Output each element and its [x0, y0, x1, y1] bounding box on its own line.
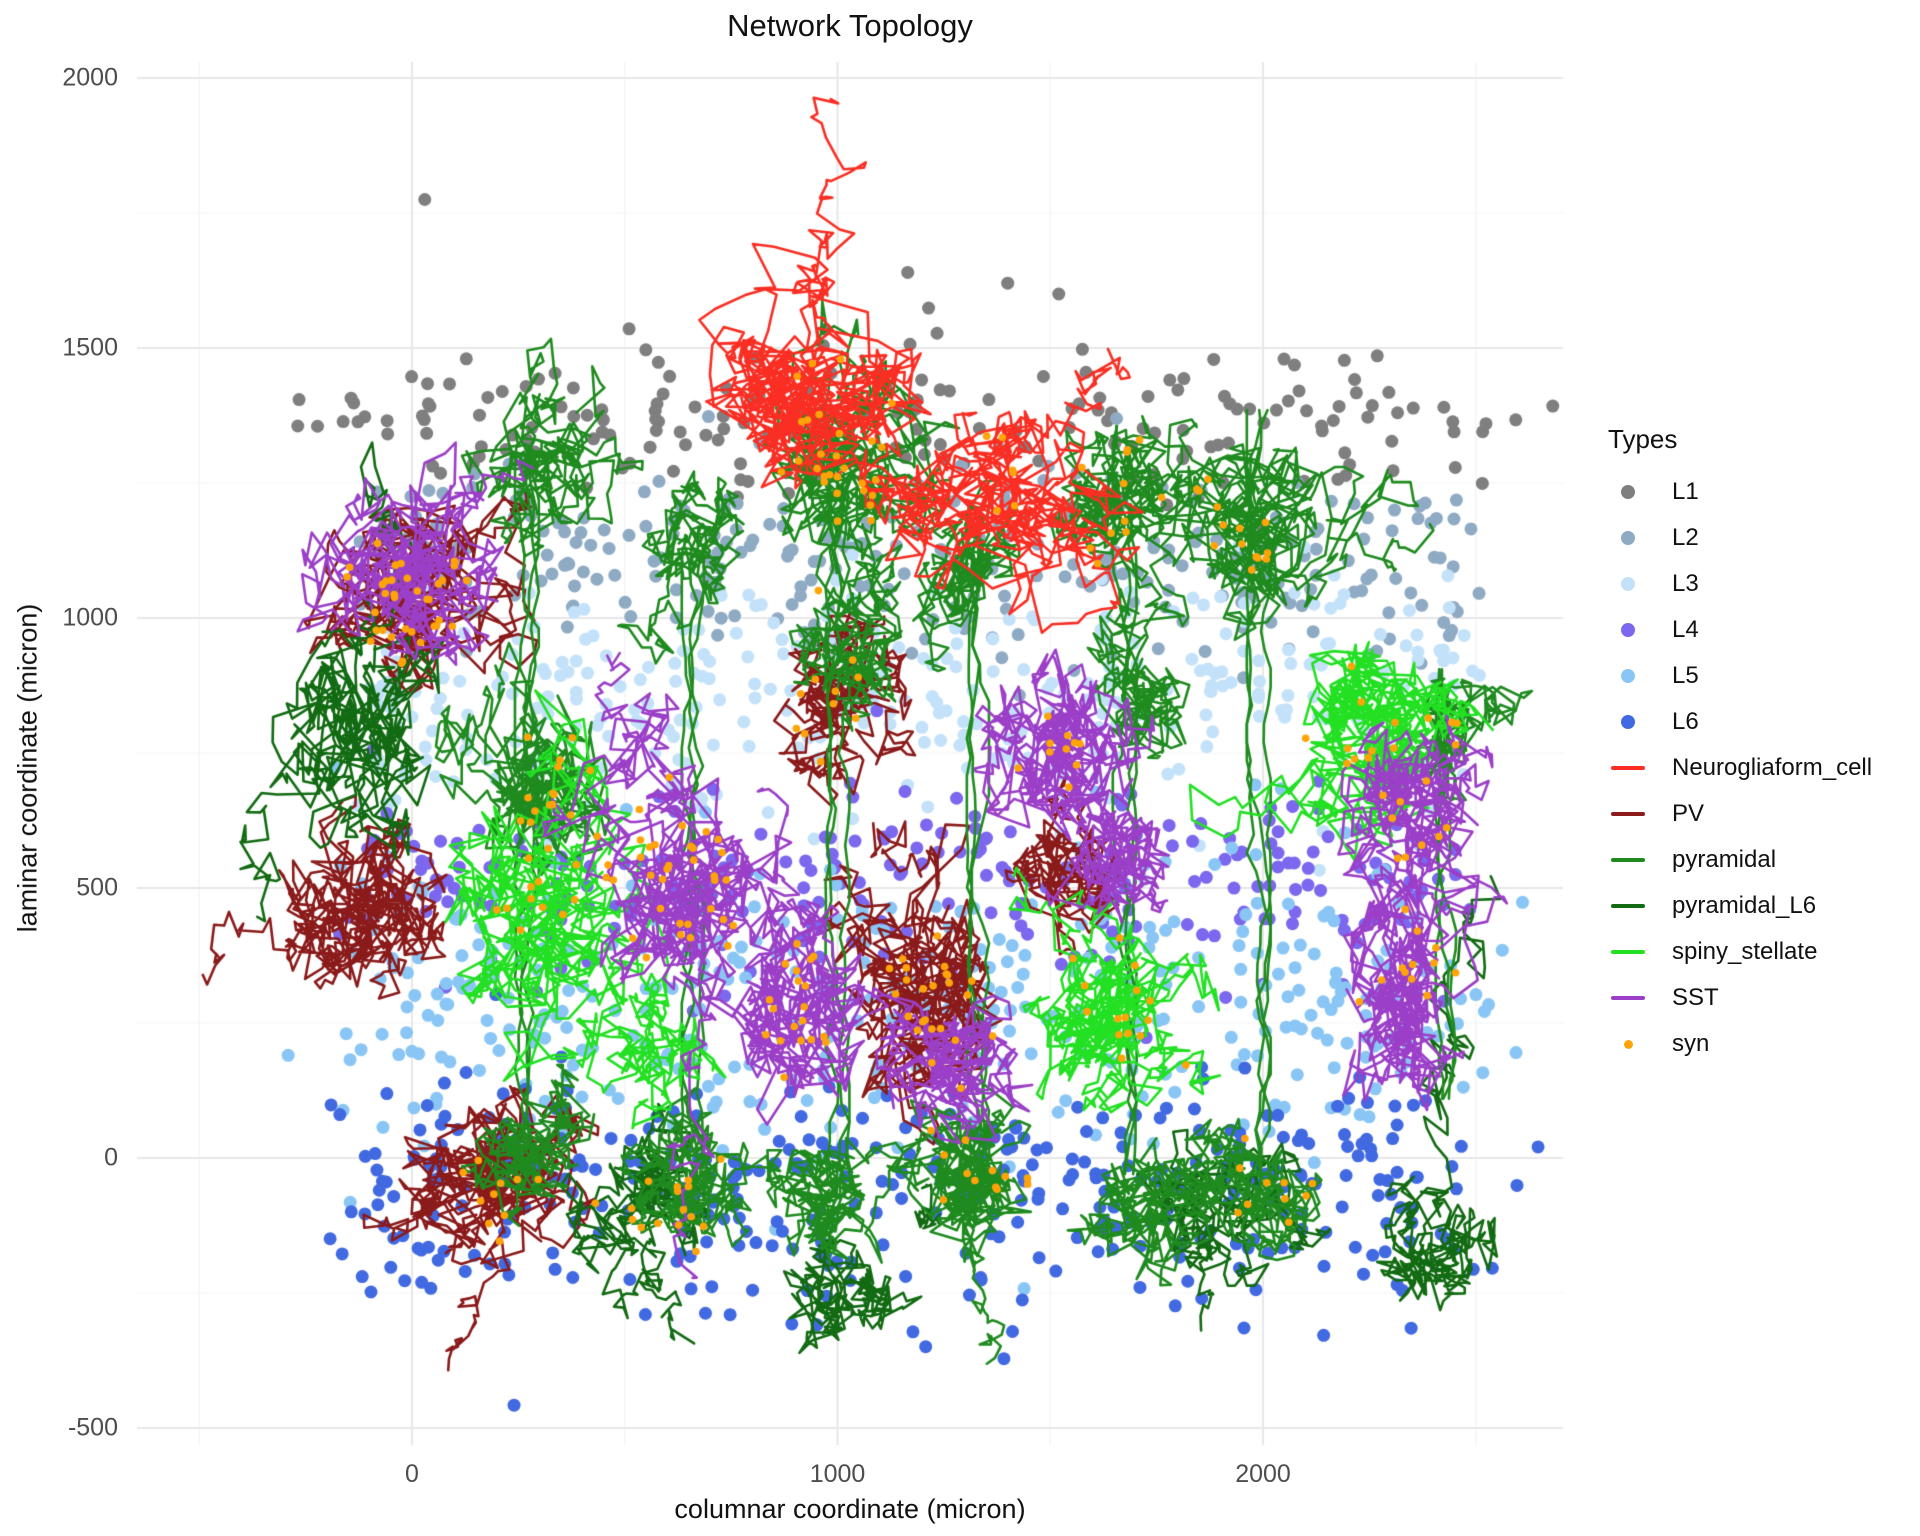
legend-item-L1: L1 — [1608, 469, 1872, 515]
legend-point-key-icon — [1608, 623, 1648, 637]
legend-key-dot — [1621, 669, 1635, 683]
legend-label: L2 — [1672, 524, 1699, 551]
legend-label: syn — [1672, 1030, 1710, 1057]
legend-point-key-icon — [1608, 531, 1648, 545]
legend-point-key-icon — [1608, 1039, 1648, 1049]
legend-key-dot — [1621, 577, 1635, 591]
legend-key-line — [1611, 858, 1645, 862]
y-tick-label: 500 — [76, 873, 118, 902]
legend-line-key-icon — [1608, 904, 1648, 908]
legend-item-pyramidal: pyramidal — [1608, 837, 1872, 883]
legend-label: L3 — [1672, 570, 1699, 597]
legend-key-dot — [1621, 531, 1635, 545]
legend-item-pyramidal_L6: pyramidal_L6 — [1608, 883, 1872, 929]
x-tick-label: 2000 — [1235, 1460, 1291, 1488]
legend-item-L6: L6 — [1608, 699, 1872, 745]
legend-label: spiny_stellate — [1672, 938, 1818, 965]
x-tick-label: 0 — [405, 1460, 419, 1488]
legend-label: L4 — [1672, 616, 1699, 643]
legend-point-key-icon — [1608, 669, 1648, 683]
legend-label: L5 — [1672, 662, 1699, 689]
legend-title: Types — [1608, 424, 1678, 454]
y-tick-label: -500 — [67, 1413, 118, 1442]
legend-line-key-icon — [1608, 996, 1648, 1000]
legend-key-dot — [1621, 485, 1635, 499]
legend-line-key-icon — [1608, 812, 1648, 816]
legend-item-syn: syn — [1608, 1021, 1872, 1067]
legend-label: L1 — [1672, 478, 1699, 505]
legend-key-line — [1611, 904, 1645, 908]
legend-item-L4: L4 — [1608, 607, 1872, 653]
y-tick-label: 1500 — [62, 333, 118, 362]
y-tick-label: 2000 — [62, 63, 118, 92]
x-tick-label: 1000 — [809, 1460, 866, 1488]
legend-item-L3: L3 — [1608, 561, 1872, 607]
legend-item-PV: PV — [1608, 791, 1872, 837]
legend-point-key-icon — [1608, 577, 1648, 591]
legend-line-key-icon — [1608, 950, 1648, 954]
legend-label: pyramidal — [1672, 846, 1777, 873]
x-axis-label: columnar coordinate (micron) — [674, 1494, 1026, 1524]
legend-label: PV — [1672, 800, 1705, 827]
legend-point-key-icon — [1608, 715, 1648, 729]
legend-key-dot — [1621, 623, 1635, 637]
legend-key-line — [1611, 950, 1645, 954]
legend-item-SST: SST — [1608, 975, 1872, 1021]
legend-key-line — [1611, 766, 1645, 770]
legend-line-key-icon — [1608, 766, 1648, 770]
legend-key-line — [1611, 812, 1645, 816]
legend-line-key-icon — [1608, 858, 1648, 862]
legend-label: Neurogliaform_cell — [1672, 754, 1873, 781]
legend-item-Neurogliaform_cell: Neurogliaform_cell — [1608, 745, 1872, 791]
legend-key-dot — [1621, 715, 1635, 729]
legend-item-spiny_stellate: spiny_stellate — [1608, 929, 1872, 975]
legend-label: SST — [1672, 984, 1719, 1011]
legend-item-L2: L2 — [1608, 515, 1872, 561]
legend-key-dot — [1623, 1039, 1633, 1049]
legend-key-line — [1611, 996, 1645, 1000]
legend-point-key-icon — [1608, 485, 1648, 499]
legend-items: L1 L2 L3 L4 L5 L6 Neurogliaform_cell PV pyramida… — [1608, 469, 1872, 1067]
y-tick-label: 1000 — [62, 603, 118, 632]
legend-label: pyramidal_L6 — [1672, 892, 1817, 919]
y-tick-label: 0 — [104, 1143, 118, 1172]
chart-title: Network Topology — [727, 8, 973, 43]
legend: Types L1 L2 L3 L4 L5 L6 Neurogliaform_cell PV py… — [1608, 424, 1872, 1067]
legend-item-L5: L5 — [1608, 653, 1872, 699]
legend-label: L6 — [1672, 708, 1699, 735]
